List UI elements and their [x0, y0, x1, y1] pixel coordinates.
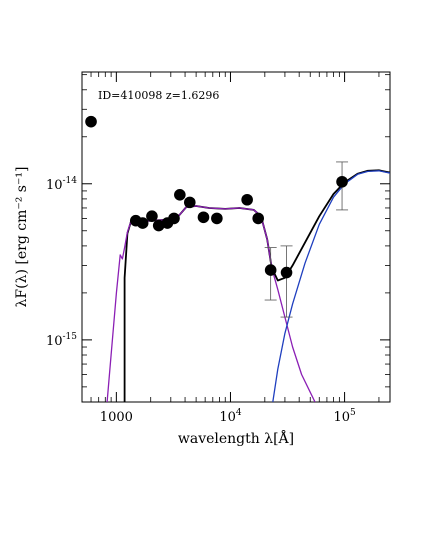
data-point	[241, 193, 253, 206]
source-annotation: ID=410098 z=1.6296	[98, 89, 219, 102]
plot-frame	[81, 71, 391, 403]
model-curve-2	[106, 205, 316, 402]
major-ticks	[82, 72, 390, 402]
data-point	[211, 212, 223, 225]
data-point	[264, 264, 277, 276]
data-point	[174, 188, 186, 201]
x-tick-label: 104	[219, 408, 242, 425]
data-point	[146, 210, 158, 222]
x-tick-labels: 1000 104 105	[100, 408, 356, 425]
y-tick-label: 10-15	[46, 332, 77, 349]
data-point	[336, 175, 348, 188]
minor-ticks	[81, 72, 390, 403]
x-axis-label: wavelength λ[Å]	[178, 429, 294, 447]
data-point	[252, 212, 265, 225]
data-point	[183, 196, 196, 209]
y-axis-label: λF(λ) [erg cm⁻² s⁻¹]	[14, 167, 30, 308]
model-curve-1	[123, 169, 390, 402]
y-tick-label: 10-14	[46, 176, 77, 193]
y-tick-labels: 10-15 10-14	[46, 176, 77, 349]
data-points	[85, 115, 348, 279]
x-tick-label: 1000	[100, 410, 133, 425]
data-point	[85, 115, 97, 128]
data-point	[168, 212, 180, 225]
data-point	[136, 217, 149, 229]
data-point	[197, 211, 210, 224]
data-point	[280, 266, 293, 279]
x-tick-label: 105	[333, 408, 356, 425]
model-curve-3	[272, 170, 390, 402]
